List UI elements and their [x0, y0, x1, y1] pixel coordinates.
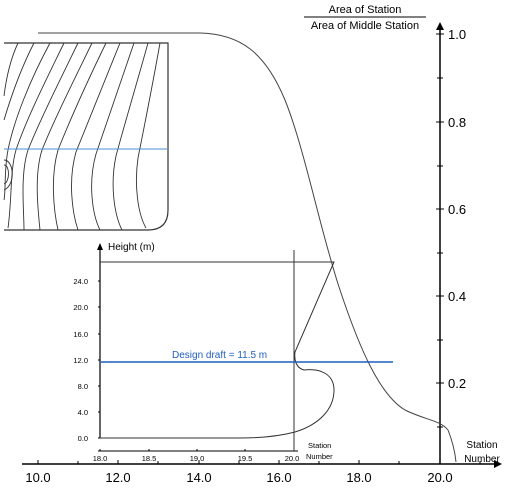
inset-x-tick-label: 18.5 — [142, 454, 157, 463]
inset-y-tick-label: 20.0 — [73, 303, 88, 312]
main-x-axis-title: Station — [466, 440, 497, 451]
inset-x-tick-label: 19.0 — [190, 454, 205, 463]
body-plan — [3, 42, 169, 231]
main-y-tick-label: 0.6 — [448, 202, 466, 217]
main-y-axis-title-numerator: Area of Station — [329, 4, 402, 16]
design-draft-label: Design draft = 11.5 m — [172, 350, 267, 361]
inset-y-tick-label: 8.0 — [78, 382, 88, 391]
main-x-tick-label: 16.0 — [266, 470, 291, 485]
main-y-axis-title-denominator: Area of Middle Station — [311, 20, 419, 32]
main-y-tick-label: 0.4 — [448, 289, 466, 304]
inset-x-tick-label: 18.0 — [93, 454, 108, 463]
main-x-axis-title: Number — [464, 454, 500, 465]
inset-x-axis — [98, 449, 298, 452]
main-y-tick-label: 1.0 — [448, 27, 466, 42]
main-x-tick-label: 14.0 — [186, 470, 211, 485]
main-x-tick-label: 20.0 — [427, 470, 452, 485]
inset-y-tick-label: 4.0 — [78, 408, 88, 417]
inset-x-tick-label: 20.0 — [285, 454, 300, 463]
inset-y-axis — [97, 243, 103, 439]
inset-x-axis-title: Station — [308, 441, 331, 450]
main-y-tick-label: 0.2 — [448, 376, 466, 391]
inset-y-axis-title: Height (m) — [108, 242, 155, 253]
main-x-axis — [22, 460, 502, 468]
inset-y-tick-label: 16.0 — [73, 330, 88, 339]
main-x-tick-label: 18.0 — [346, 470, 371, 485]
main-x-tick-label: 10.0 — [25, 470, 50, 485]
sectional-area-curve — [38, 32, 457, 463]
inset-y-tick-label: 12.0 — [73, 356, 88, 365]
main-x-tick-label: 12.0 — [105, 470, 130, 485]
inset-x-axis-title: Number — [306, 452, 333, 461]
inset-y-tick-label: 0.0 — [78, 434, 88, 443]
inset-y-tick-label: 24.0 — [73, 277, 88, 286]
bow-profile — [100, 261, 335, 439]
main-y-axis — [436, 22, 444, 464]
main-y-tick-label: 0.8 — [448, 115, 466, 130]
inset-x-tick-label: 19.5 — [238, 454, 253, 463]
